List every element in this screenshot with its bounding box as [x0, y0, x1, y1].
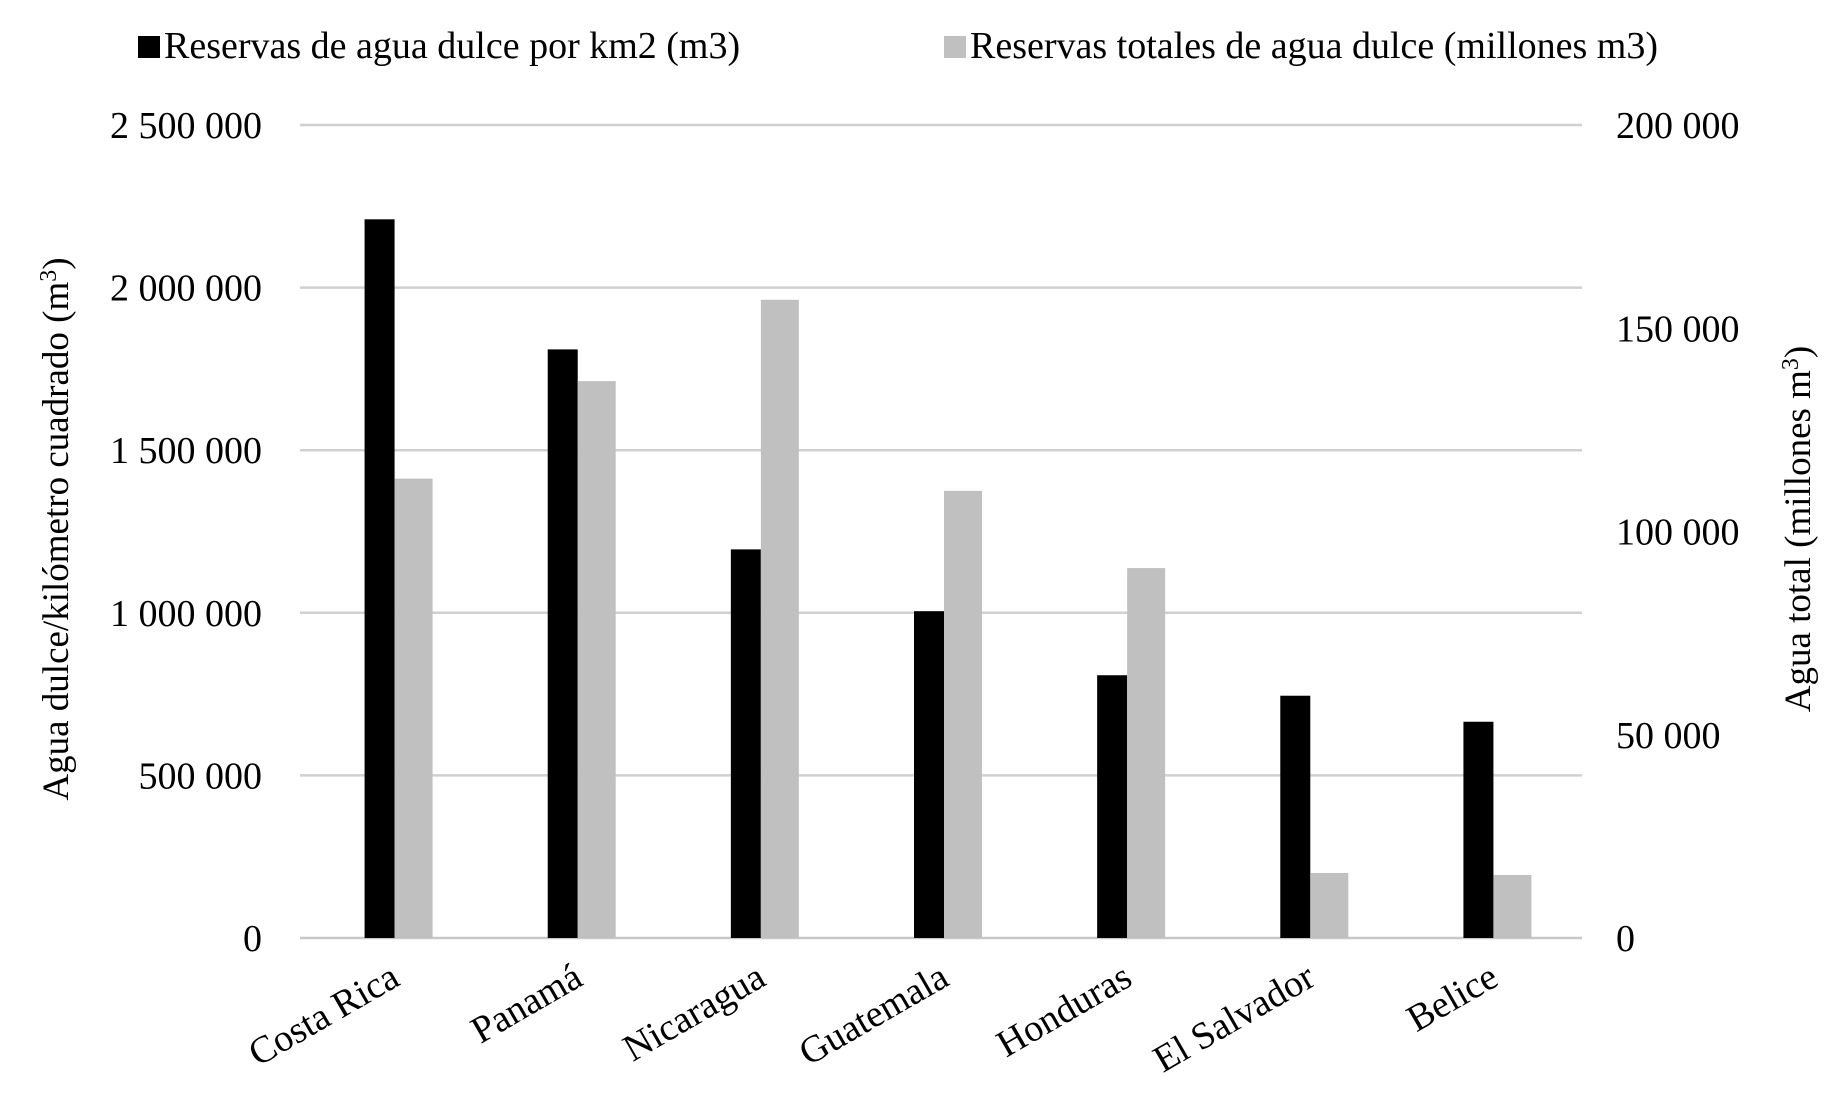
left-tick-label: 1 500 000 — [110, 430, 262, 472]
left-tick-label: 2 500 000 — [110, 105, 262, 147]
right-tick-label: 0 — [1616, 918, 1635, 960]
bar-series-2 — [1493, 874, 1532, 938]
right-tick-label: 200 000 — [1616, 105, 1740, 147]
right-axis-ticks: 0 50 000 100 000 150 000 200 000 — [1616, 105, 1740, 960]
right-axis-title: Agua total (millones m3) — [1778, 346, 1819, 713]
right-tick-label: 50 000 — [1616, 715, 1721, 757]
left-axis-ticks: 0 500 000 1 000 000 1 500 000 2 000 000 2 500… — [110, 105, 262, 960]
legend-label-series-2: Reservas totales de agua dulce (millones… — [970, 25, 1658, 67]
bar-series-2 — [1310, 872, 1349, 938]
category-label: Nicaragua — [616, 955, 772, 1069]
bar-series-1 — [730, 549, 761, 938]
bar-series-2 — [760, 299, 799, 938]
category-label: Belice — [1400, 955, 1505, 1040]
legend-label-series-1: Reservas de agua dulce por km2 (m3) — [164, 25, 740, 67]
left-tick-label: 0 — [243, 918, 262, 960]
bar-series-1 — [1463, 721, 1494, 938]
left-tick-label: 1 000 000 — [110, 593, 262, 635]
category-labels: Costa Rica Panamá Nicaragua Guatemala Hondur… — [242, 955, 1505, 1081]
bar-series-1 — [1097, 675, 1128, 938]
left-tick-label: 500 000 — [139, 755, 263, 797]
category-label: Guatemala — [792, 955, 956, 1074]
category-label: Honduras — [990, 955, 1139, 1065]
legend: Reservas de agua dulce por km2 (m3) Rese… — [138, 25, 1658, 67]
category-label: El Salvador — [1146, 955, 1322, 1081]
left-tick-label: 2 000 000 — [110, 268, 262, 310]
legend-swatch-series-2 — [944, 36, 966, 58]
bar-series-1 — [364, 219, 395, 939]
bar-series-2 — [577, 381, 616, 939]
left-axis-title: Agua dulce/kilómetro cuadrado (m3) — [36, 257, 77, 800]
category-label: Costa Rica — [242, 955, 407, 1074]
category-label: Panamá — [464, 955, 589, 1052]
bar-series-1 — [547, 349, 578, 938]
bar-series-2 — [944, 490, 982, 938]
bar-series-1 — [914, 611, 944, 938]
bars — [364, 219, 1532, 939]
bar-series-2 — [1127, 568, 1166, 938]
right-tick-label: 150 000 — [1616, 308, 1740, 350]
legend-swatch-series-1 — [138, 36, 160, 58]
right-tick-label: 100 000 — [1616, 512, 1740, 554]
bar-series-1 — [1280, 695, 1311, 938]
bar-series-2 — [394, 478, 433, 938]
